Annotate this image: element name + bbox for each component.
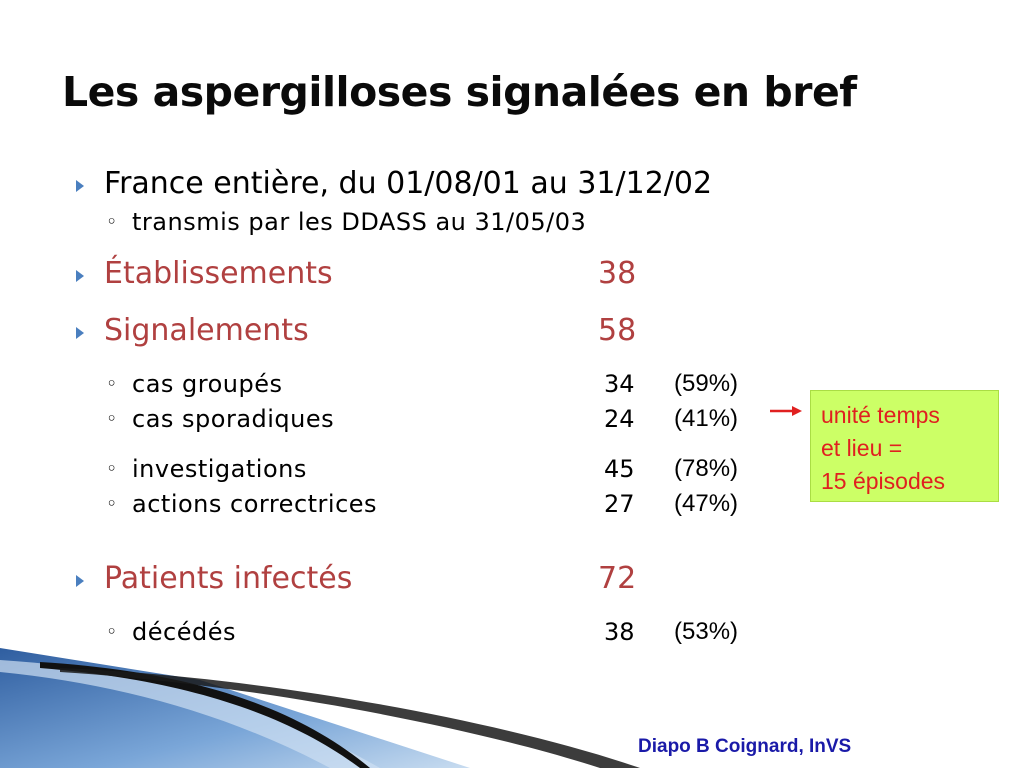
triangle-bullet-icon: [76, 327, 84, 339]
circle-bullet-icon: ◦: [106, 458, 118, 480]
scope-text: France entière, du 01/08/01 au 31/12/02: [104, 166, 713, 201]
callout-box: unité temps et lieu = 15 épisodes: [810, 390, 999, 502]
actions-pct: (47%): [674, 490, 739, 517]
signalements-label: Signalements: [104, 313, 309, 348]
triangle-bullet-icon: [76, 180, 84, 192]
investigations-pct: (78%): [674, 455, 739, 482]
signalements-value: 58: [598, 313, 637, 348]
scope-sub-text: transmis par les DDASS au 31/05/03: [132, 208, 587, 236]
slide-title: Les aspergilloses signalées en bref: [62, 68, 857, 116]
actions-label: actions correctrices: [132, 490, 378, 518]
decedes-pct: (53%): [674, 618, 739, 645]
decedes-label: décédés: [132, 618, 236, 646]
decedes-value: 38: [604, 618, 635, 646]
patients-label: Patients infectés: [104, 561, 353, 596]
circle-bullet-icon: ◦: [106, 373, 118, 395]
cas-sporadiques-label: cas sporadiques: [132, 405, 335, 433]
slide-credit: Diapo B Coignard, InVS: [638, 736, 852, 757]
cas-groupes-label: cas groupés: [132, 370, 283, 398]
actions-value: 27: [604, 490, 635, 518]
triangle-bullet-icon: [76, 270, 84, 282]
investigations-label: investigations: [132, 455, 307, 483]
etablissements-label: Établissements: [104, 256, 333, 291]
etablissements-value: 38: [598, 256, 637, 291]
circle-bullet-icon: ◦: [106, 408, 118, 430]
cas-groupes-pct: (59%): [674, 370, 739, 397]
callout-line-3: 15 épisodes: [821, 468, 946, 494]
callout-line-2: et lieu =: [821, 435, 903, 461]
circle-bullet-icon: ◦: [106, 211, 118, 233]
triangle-bullet-icon: [76, 575, 84, 587]
cas-sporadiques-value: 24: [604, 405, 635, 433]
circle-bullet-icon: ◦: [106, 493, 118, 515]
cas-sporadiques-pct: (41%): [674, 405, 739, 432]
cas-groupes-value: 34: [604, 370, 635, 398]
circle-bullet-icon: ◦: [106, 621, 118, 643]
callout-line-1: unité temps: [821, 402, 940, 428]
patients-value: 72: [598, 561, 637, 596]
investigations-value: 45: [604, 455, 635, 483]
arrow-right-icon: [770, 406, 802, 416]
